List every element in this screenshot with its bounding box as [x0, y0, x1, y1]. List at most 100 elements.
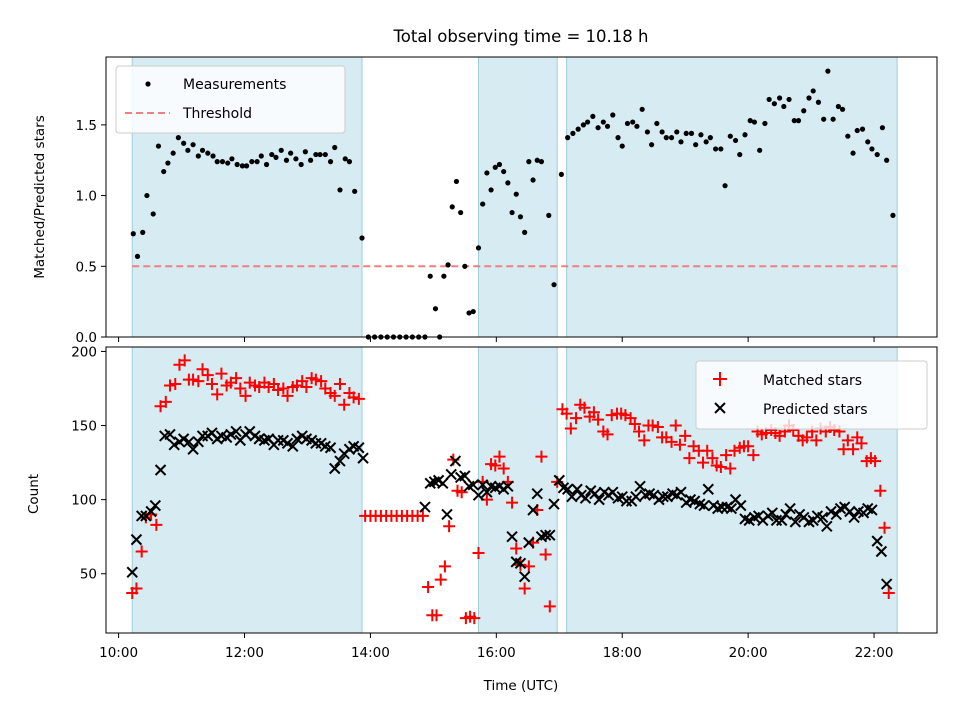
- measurement-point: [659, 129, 665, 135]
- bottom-legend: Matched stars Predicted stars: [695, 360, 928, 430]
- measurement-point: [254, 159, 260, 165]
- matched-star-point: [701, 444, 714, 457]
- measurement-point: [865, 139, 871, 145]
- measurement-point: [522, 229, 528, 235]
- measurement-point: [144, 192, 150, 199]
- predicted-star-point: [766, 507, 778, 519]
- shaded-interval: [131, 346, 363, 634]
- measurement-point: [205, 150, 211, 156]
- measurement-point: [854, 127, 860, 134]
- predicted-star-point: [784, 502, 796, 515]
- predicted-star-point: [776, 514, 788, 527]
- measurement-point: [445, 262, 451, 268]
- measurement-point: [190, 142, 196, 148]
- measurement-point: [668, 135, 675, 141]
- measurement-point: [517, 214, 524, 220]
- predicted-star-point: [675, 486, 687, 498]
- matched-star-point: [211, 388, 224, 401]
- matched-star-point: [679, 429, 692, 442]
- measurement-point: [777, 95, 783, 101]
- matched-star-point: [651, 421, 664, 434]
- predicted-star-point: [419, 501, 431, 513]
- predicted-star-point: [357, 452, 369, 464]
- measurement-point: [771, 101, 777, 107]
- predicted-star-point: [291, 433, 303, 445]
- measurement-point: [610, 112, 616, 118]
- matched-star-point: [728, 444, 741, 457]
- legend-predicted-label: Predicted stars: [763, 402, 868, 418]
- measurement-point: [859, 126, 866, 132]
- predicted-star-point: [445, 468, 457, 481]
- matched-star-point: [564, 422, 577, 435]
- measurement-point: [488, 187, 494, 193]
- measurement-point: [317, 151, 323, 158]
- x-tick-label: 10:00: [99, 645, 138, 661]
- predicted-star-point: [620, 495, 633, 507]
- predicted-star-point: [310, 437, 322, 450]
- measurement-point: [134, 253, 141, 259]
- measurement-point: [718, 146, 724, 152]
- measurement-point: [449, 204, 455, 210]
- predicted-star-point: [467, 479, 479, 491]
- measurement-point: [263, 161, 270, 168]
- measurement-point: [830, 116, 836, 122]
- predicted-star-point: [196, 430, 209, 442]
- matched-star-point: [683, 452, 696, 465]
- measurement-point: [703, 139, 709, 145]
- matched-star-point: [201, 369, 214, 382]
- predicted-star-point: [135, 510, 148, 522]
- predicted-star-point: [177, 433, 190, 445]
- measurement-point: [698, 132, 704, 138]
- predicted-star-point: [866, 504, 878, 516]
- measurement-point: [466, 310, 472, 316]
- measurement-point: [683, 130, 689, 136]
- measurement-point: [707, 135, 713, 141]
- top-y-axis-label: Matched/Predicted stars: [32, 115, 48, 278]
- matched-star-point: [747, 449, 760, 462]
- matched-star-point: [239, 389, 252, 402]
- measurement-point: [327, 159, 334, 165]
- matched-star-point: [847, 443, 860, 456]
- matched-star-point: [497, 462, 510, 475]
- legend-measurements-marker: [145, 81, 151, 87]
- matched-star-point: [230, 372, 243, 385]
- matched-star-point: [272, 383, 285, 396]
- measurement-point: [722, 183, 728, 189]
- bottom-y-tick-label: 50: [80, 567, 97, 583]
- predicted-star-point: [780, 508, 792, 521]
- matched-star-point: [277, 382, 290, 395]
- predicted-star-point: [334, 455, 346, 467]
- measurement-point: [214, 159, 220, 165]
- measurement-point: [890, 212, 896, 218]
- measurement-point: [663, 135, 669, 141]
- predicted-star-point: [702, 483, 714, 495]
- matched-star-point: [633, 425, 646, 438]
- measurement-point: [751, 119, 758, 125]
- matched-star-point: [601, 428, 614, 441]
- measurement-point: [874, 151, 880, 158]
- measurement-point: [688, 130, 695, 136]
- measurement-point: [273, 154, 279, 161]
- measurement-point: [496, 161, 503, 168]
- measurement-point: [845, 133, 851, 139]
- shaded-interval: [477, 346, 558, 634]
- measurement-point: [298, 161, 304, 168]
- x-axis: 10:00 12:00 14:00 16:00 18:00 20:00 22:00: [99, 633, 893, 661]
- top-plot-frame: [105, 56, 938, 338]
- predicted-star-point: [502, 480, 514, 493]
- predicted-star-point: [743, 514, 755, 527]
- matched-star-point: [243, 376, 256, 389]
- measurement-point: [484, 170, 490, 176]
- matched-star-point: [215, 367, 228, 380]
- measurement-point: [243, 163, 250, 169]
- matched-star-point: [669, 419, 682, 432]
- measurement-point: [762, 120, 768, 127]
- measurement-point: [565, 135, 571, 141]
- measurement-point: [441, 273, 447, 279]
- matched-star-point: [855, 437, 868, 450]
- measurement-point: [501, 168, 507, 175]
- predicted-star-point: [472, 489, 485, 501]
- x-tick-label: 14:00: [351, 645, 390, 661]
- measurement-point: [869, 146, 875, 152]
